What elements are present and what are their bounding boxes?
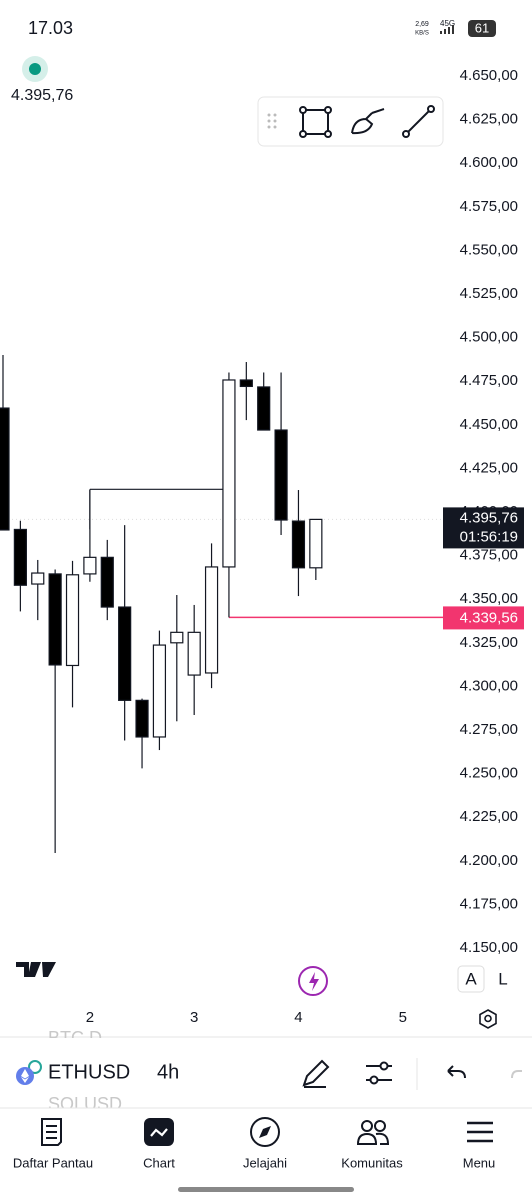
watchlist-icon[interactable] [41, 1118, 62, 1146]
candle-body [239, 379, 253, 388]
candle-body [65, 574, 80, 667]
y-tick-label: 4.475,00 [460, 372, 518, 389]
candle-body [274, 429, 288, 521]
y-tick-label: 4.500,00 [460, 329, 518, 346]
nav-label[interactable]: Menu [463, 1155, 496, 1170]
drawing-toolbar [257, 96, 444, 147]
y-tick-label: 4.625,00 [460, 111, 518, 128]
eth-glyph [21, 1069, 29, 1083]
y-tick-label: 4.525,00 [460, 285, 518, 302]
brush-tool[interactable] [351, 108, 385, 135]
x-tick-label: 4 [294, 1009, 302, 1026]
explore-needle [259, 1126, 271, 1138]
candle-body [83, 556, 97, 575]
y-tick-label: 4.275,00 [460, 721, 518, 738]
candle-body [187, 631, 201, 676]
candle-body [309, 518, 323, 569]
y-tick-label: 4.225,00 [460, 808, 518, 825]
undo-icon[interactable] [447, 1065, 466, 1079]
draw-icon[interactable] [302, 1059, 330, 1088]
legend-value: 4.395,76 [11, 87, 73, 104]
countdown: 01:56:19 [460, 528, 518, 545]
y-tick-label: 4.350,00 [460, 590, 518, 607]
candle-body [48, 573, 62, 666]
settings-icon-center [484, 1014, 492, 1023]
y-tick-label: 4.450,00 [460, 416, 518, 433]
x-tick-label: 2 [86, 1009, 94, 1026]
candle-body [118, 606, 132, 701]
network: 45G [440, 19, 455, 28]
x-tick-label: 3 [190, 1009, 198, 1026]
battery-level: 61 [475, 20, 489, 35]
ghost-mask [0, 1038, 532, 1048]
menu-icon[interactable] [467, 1121, 493, 1143]
tradingview-logo [16, 962, 56, 977]
explore-icon[interactable] [250, 1117, 280, 1147]
y-tick-label: 4.600,00 [460, 154, 518, 171]
candle-body [291, 520, 306, 569]
nav-label[interactable]: Jelajahi [243, 1155, 287, 1170]
clock: 17.03 [28, 18, 73, 38]
y-tick-label: 4.300,00 [460, 677, 518, 694]
auto-scale-button[interactable] [457, 965, 485, 993]
log-scale-label[interactable]: L [498, 969, 507, 988]
y-tick-label: 4.325,00 [460, 634, 518, 651]
line-label: 4.339,56 [460, 609, 518, 626]
chart-icon-line [150, 1128, 168, 1137]
y-tick-label: 4.550,00 [460, 241, 518, 258]
y-tick-label: 4.650,00 [460, 67, 518, 84]
speed: 2,69 [415, 21, 429, 28]
candle-body [31, 572, 45, 585]
auto-scale-label: A [465, 969, 477, 988]
signal-icon [440, 25, 454, 34]
y-tick-label: 4.150,00 [460, 939, 518, 956]
line-label-box [443, 606, 524, 630]
price-label-box [443, 507, 524, 549]
candle-body [100, 556, 114, 608]
nav-label[interactable]: Komunitas [341, 1155, 403, 1170]
home-indicator [178, 1187, 354, 1192]
settings-icon[interactable] [479, 1009, 497, 1029]
nav-label[interactable]: Chart [143, 1155, 175, 1170]
drag-handle [267, 113, 277, 129]
interval[interactable]: 4h [157, 1061, 179, 1083]
lightning [309, 972, 319, 991]
symbol[interactable]: ETHUSD [48, 1061, 130, 1083]
y-tick-label: 4.200,00 [460, 852, 518, 869]
status-dot [29, 63, 41, 75]
redo-icon[interactable] [511, 1070, 522, 1079]
candle-body [0, 407, 10, 531]
y-tick-label: 4.175,00 [460, 895, 518, 912]
x-tick-label: 5 [399, 1009, 407, 1026]
y-tick-label: 4.425,00 [460, 459, 518, 476]
y-tick-label: 4.375,00 [460, 547, 518, 564]
candle-body [257, 386, 271, 431]
indicators-icon[interactable] [366, 1061, 392, 1085]
candle-body [222, 379, 236, 568]
candle-body [170, 631, 184, 644]
price-label: 4.395,76 [460, 509, 518, 526]
speed-unit: KB/S [415, 31, 429, 37]
symbol-badge [28, 1060, 42, 1074]
chart-area: 4.650,00 4.625,00 4.600,00 4.575,00 4.550,00… [0, 67, 524, 1026]
nav-bar [0, 1108, 532, 1200]
battery [468, 20, 496, 37]
rectangle-tool[interactable] [299, 106, 332, 138]
line-tool[interactable] [402, 105, 435, 138]
community-icon[interactable] [356, 1120, 390, 1145]
nav-label[interactable]: Daftar Pantau [13, 1155, 93, 1170]
candle-body [152, 644, 167, 738]
y-tick-label: 4.575,00 [460, 198, 518, 215]
candle-body [204, 566, 219, 674]
candle-body [13, 528, 27, 586]
candle-body [135, 699, 149, 738]
y-tick-label: 4.250,00 [460, 765, 518, 782]
